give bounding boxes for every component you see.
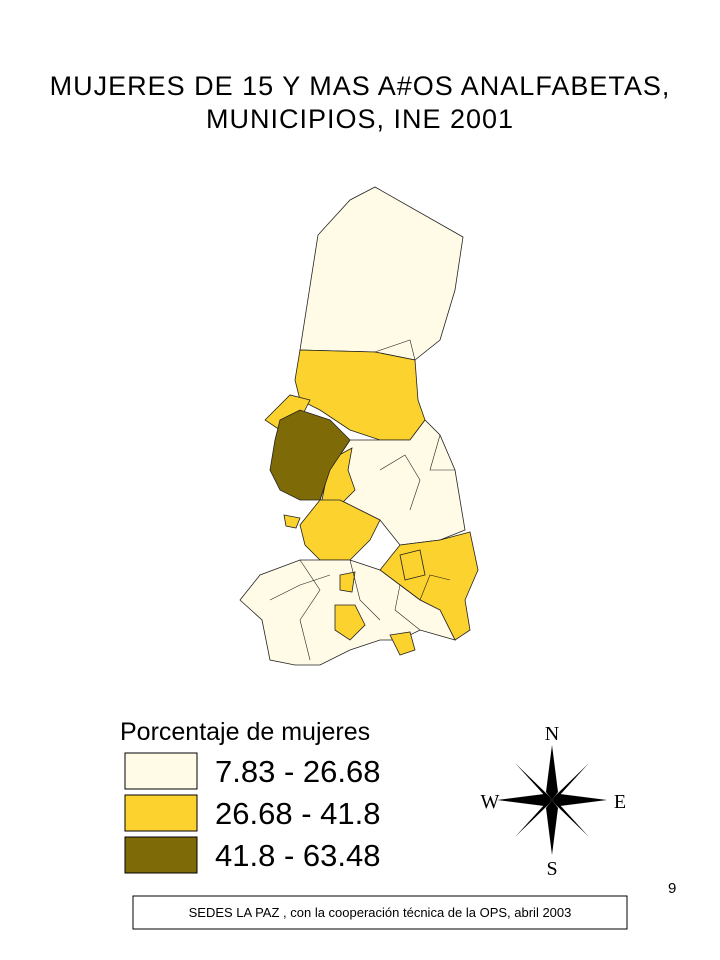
region xyxy=(334,604,366,641)
page-number: 9 xyxy=(668,880,676,897)
legend: 7.83 - 26.68 26.68 - 41.8 41.8 - 63.48 xyxy=(124,752,380,874)
legend-label: 7.83 - 26.68 xyxy=(215,754,380,789)
region xyxy=(283,514,301,529)
legend-swatch xyxy=(124,794,198,832)
boundaries xyxy=(269,339,455,661)
region xyxy=(299,186,464,361)
legend-label: 41.8 - 63.48 xyxy=(215,838,380,873)
compass-north: N xyxy=(545,723,559,745)
region xyxy=(399,549,426,581)
map xyxy=(239,186,479,666)
title-line: MUNICIPIOS, INE 2001 xyxy=(206,104,514,134)
compass-south: S xyxy=(546,858,557,880)
compass-west: W xyxy=(481,791,500,813)
region xyxy=(389,631,416,656)
legend-label: 26.68 - 41.8 xyxy=(215,796,380,831)
source: SEDES LA PAZ , con la cooperación técnic… xyxy=(189,905,572,920)
legend-title: Porcentaje de mujeres xyxy=(120,718,370,746)
compass: N S W E xyxy=(481,723,627,880)
region xyxy=(299,499,381,561)
source-box xyxy=(132,895,628,930)
legend-swatch xyxy=(124,836,198,874)
region xyxy=(339,571,356,593)
region xyxy=(264,394,311,431)
title-line: MUJERES DE 15 Y MAS A#OS ANALFABETAS, xyxy=(50,71,671,101)
compass-east: E xyxy=(614,791,626,813)
legend-swatch xyxy=(124,752,198,790)
